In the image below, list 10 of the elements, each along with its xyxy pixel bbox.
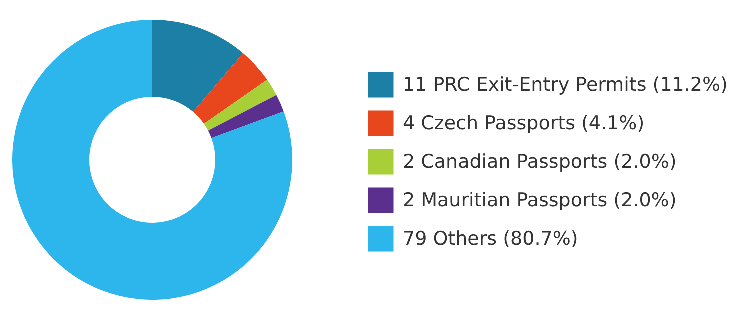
legend-label: 11 PRC Exit-Entry Permits (11.2%) bbox=[403, 74, 728, 96]
donut-slice bbox=[193, 53, 268, 124]
donut-slice bbox=[204, 80, 277, 131]
donut-slice bbox=[152, 20, 244, 112]
donut-slice bbox=[208, 95, 284, 138]
donut-slice bbox=[12, 20, 292, 300]
legend-label: 4 Czech Passports (4.1%) bbox=[403, 112, 645, 134]
legend-label: 2 Canadian Passports (2.0%) bbox=[403, 151, 677, 173]
legend-label: 79 Others (80.7%) bbox=[403, 228, 578, 250]
legend-label: 2 Mauritian Passports (2.0%) bbox=[403, 190, 677, 212]
